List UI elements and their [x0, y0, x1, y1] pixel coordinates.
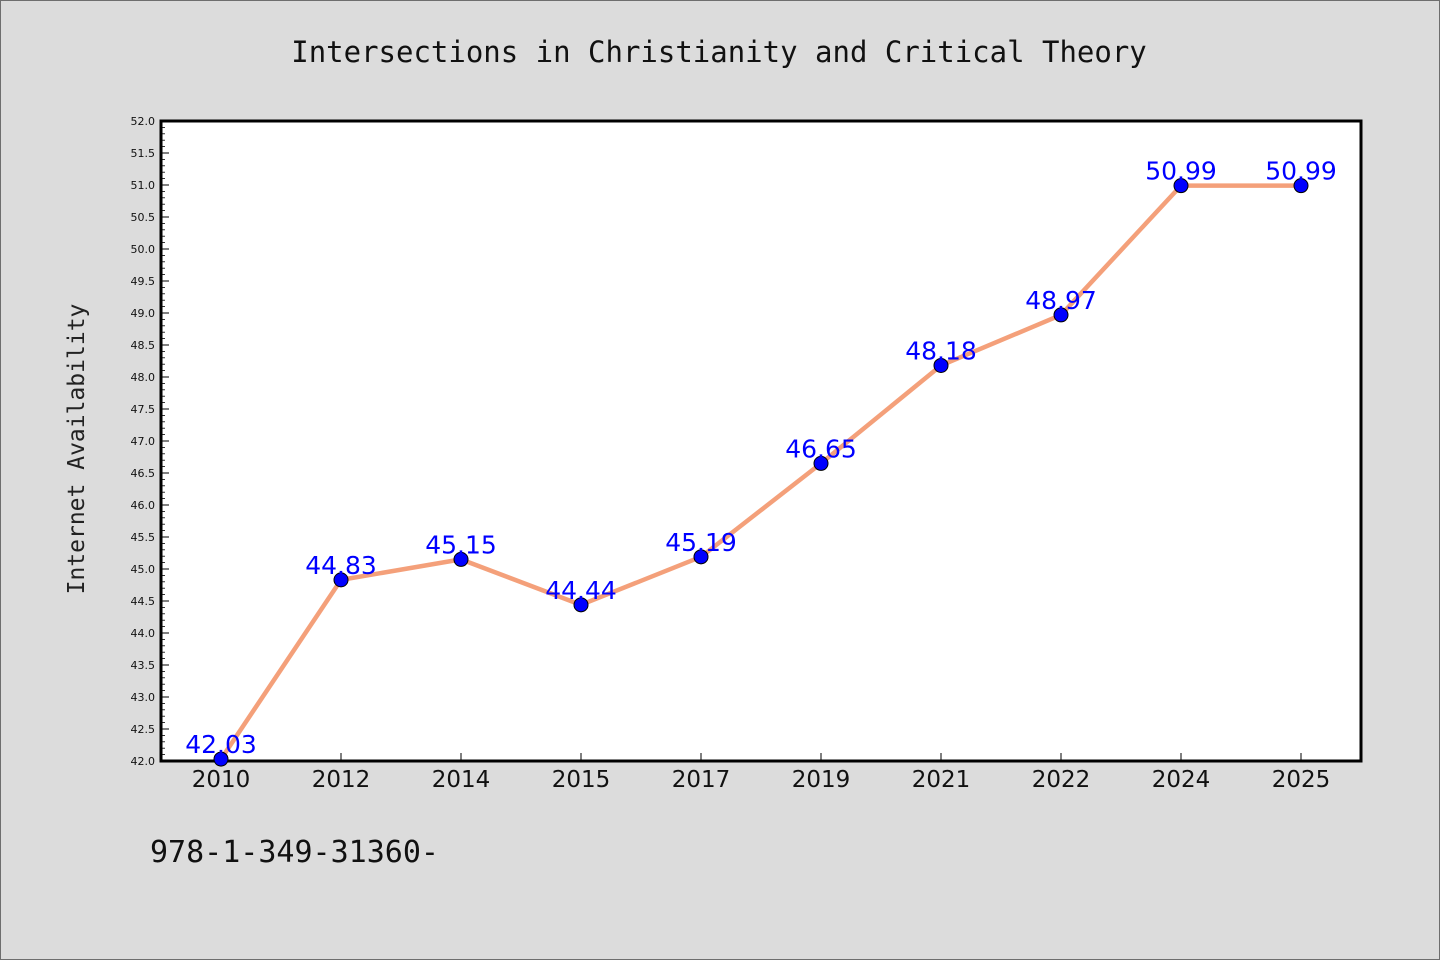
data-point	[453, 551, 469, 567]
x-tick-label: 2025	[1272, 767, 1331, 793]
y-tick-label: 43.0	[131, 691, 156, 704]
data-label: 45.19	[665, 528, 737, 557]
y-tick-label: 49.0	[131, 307, 156, 320]
data-label: 42.03	[185, 730, 257, 759]
y-tick-label: 50.0	[131, 243, 156, 256]
x-tick-label: 2012	[312, 767, 371, 793]
y-axis: 42.0 42.5 43.0 43.5 44.0 44.5 45.0 45.5 46.0 46.5…	[131, 115, 169, 768]
y-tick-label: 44.0	[131, 627, 156, 640]
x-tick-label: 2022	[1032, 767, 1091, 793]
data-label: 48.18	[905, 336, 977, 365]
data-label: 50.99	[1265, 157, 1337, 186]
y-tick-label: 47.0	[131, 435, 156, 448]
data-labels: 42.03 44.83 45.15 44.44 45.19 46.65 48.18 48.97…	[185, 157, 1337, 759]
x-tick-label: 2019	[792, 767, 851, 793]
series-line	[218, 183, 1304, 762]
x-tick-label: 2014	[432, 767, 491, 793]
x-axis: 2010 2012 2014 2015 2017 2019 2021 2022 2024 2025	[192, 753, 1331, 793]
y-tick-label: 48.0	[131, 371, 156, 384]
y-tick-label: 48.5	[131, 339, 156, 352]
y-tick-label: 45.5	[131, 531, 156, 544]
data-point	[693, 549, 709, 565]
data-point	[933, 357, 949, 373]
data-label: 50.99	[1145, 157, 1217, 186]
y-tick-label: 49.5	[131, 275, 156, 288]
data-point	[573, 597, 589, 613]
data-label: 48.97	[1025, 286, 1097, 315]
data-label: 45.15	[425, 530, 497, 559]
y-tick-label: 45.0	[131, 563, 156, 576]
x-tick-label: 2017	[672, 767, 731, 793]
y-tick-label: 47.5	[131, 403, 156, 416]
chart-title: Intersections in Christianity and Critic…	[291, 35, 1147, 69]
x-tick-label: 2024	[1152, 767, 1211, 793]
plot-area	[159, 119, 1363, 763]
y-tick-label: 44.5	[131, 595, 156, 608]
y-tick-label: 46.0	[131, 499, 156, 512]
data-point	[1053, 307, 1069, 323]
data-point	[813, 455, 829, 471]
y-tick-label: 51.5	[131, 147, 156, 160]
x-tick-label: 2021	[912, 767, 971, 793]
y-tick-label: 51.0	[131, 179, 156, 192]
data-point	[333, 572, 349, 588]
y-tick-label: 42.0	[131, 755, 156, 768]
data-label: 44.83	[305, 551, 377, 580]
y-tick-label: 43.5	[131, 659, 156, 672]
y-tick-label: 50.5	[131, 211, 156, 224]
data-markers	[213, 178, 1309, 767]
x-tick-label: 2010	[192, 767, 251, 793]
data-point	[1293, 178, 1309, 194]
y-tick-label: 46.5	[131, 467, 156, 480]
y-tick-label: 42.5	[131, 723, 156, 736]
y-tick-label: 52.0	[131, 115, 156, 128]
data-point	[1173, 178, 1189, 194]
data-label: 44.44	[545, 576, 617, 605]
footer-code: 978-1-349-31360-	[150, 835, 439, 870]
data-label: 46.65	[785, 434, 857, 463]
data-point	[213, 751, 229, 767]
x-tick-label: 2015	[552, 767, 611, 793]
